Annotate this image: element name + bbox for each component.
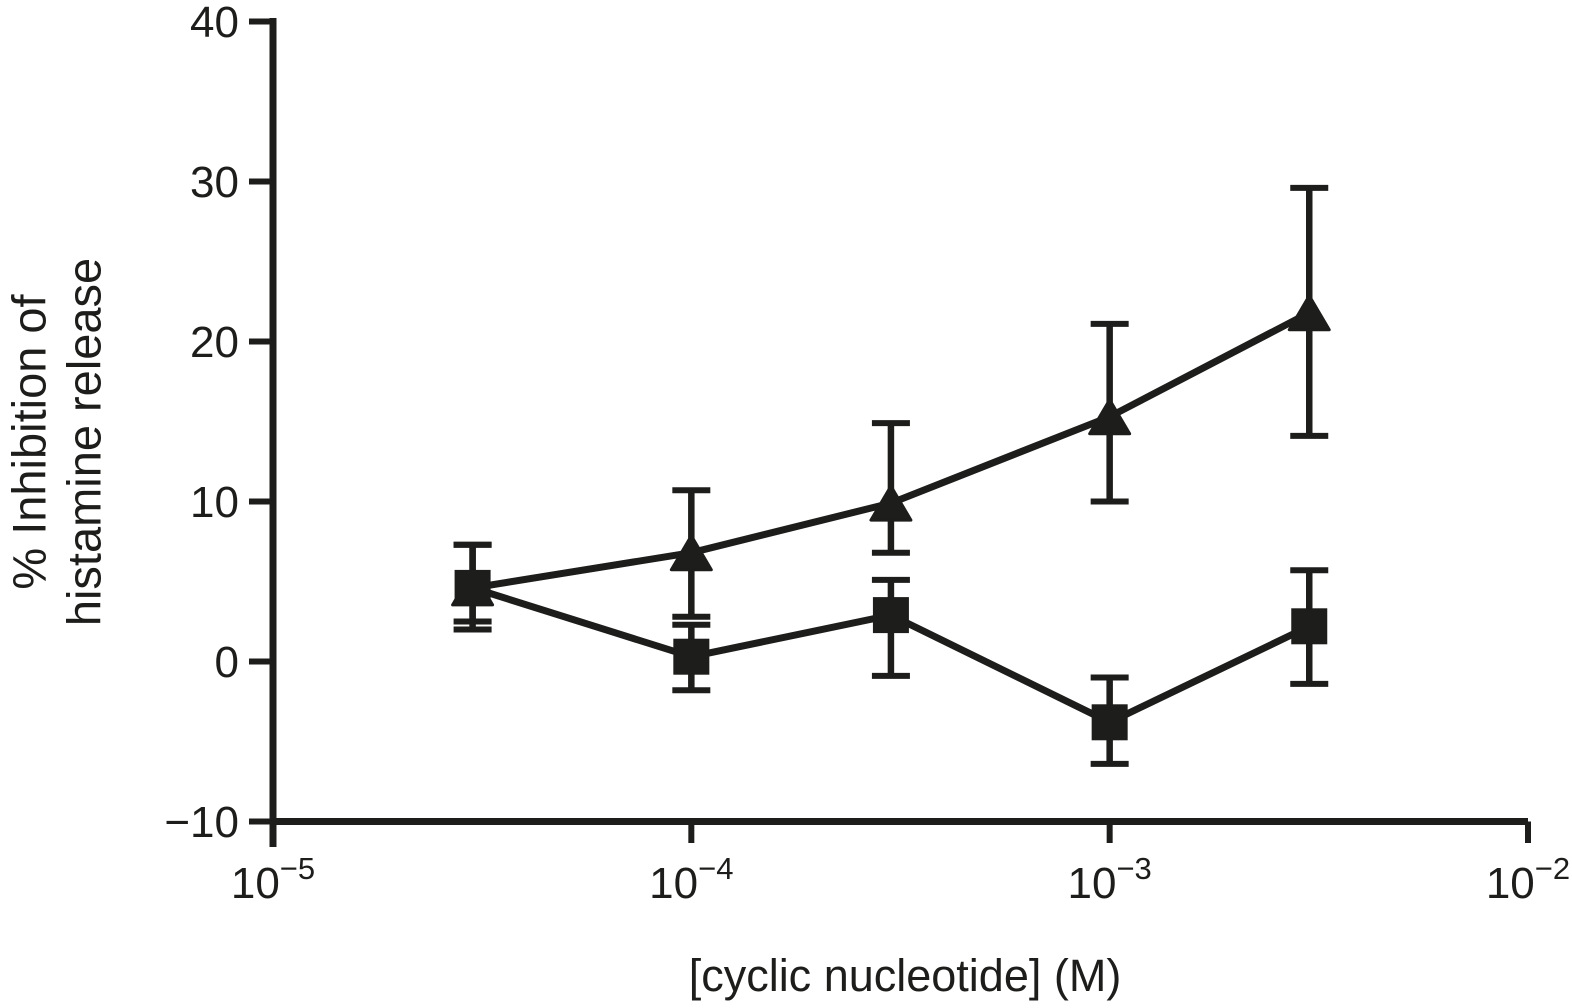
x-axis-title: [cyclic nucleotide] (M)	[688, 950, 1122, 1001]
y-axis-title: % Inhibition of histamine release	[2, 258, 113, 626]
triangle-marker	[1088, 398, 1132, 436]
x-tick-label: 10−5	[231, 851, 315, 908]
triangle-marker	[869, 484, 913, 522]
triangle-marker	[1287, 294, 1331, 332]
square-marker	[1291, 608, 1328, 645]
y-axis-title-line2: histamine release	[58, 257, 111, 627]
triangle-marker	[669, 534, 713, 572]
y-axis-title-line1: % Inhibition of	[2, 294, 56, 590]
y-tick-label: 30	[190, 158, 239, 207]
y-tick-label: 40	[190, 0, 239, 47]
x-tick-label: 10−2	[1486, 851, 1570, 908]
square-marker	[1091, 704, 1128, 741]
x-tick-label: 10−3	[1068, 851, 1152, 908]
square-marker	[673, 638, 710, 675]
x-tick-label: 10−4	[649, 851, 733, 908]
y-tick-label: −10	[164, 798, 239, 847]
square-marker	[454, 569, 491, 606]
square-marker	[872, 597, 909, 634]
y-tick-label: 0	[215, 638, 239, 687]
y-tick-label: 10	[190, 478, 239, 527]
y-tick-label: 20	[190, 318, 239, 367]
